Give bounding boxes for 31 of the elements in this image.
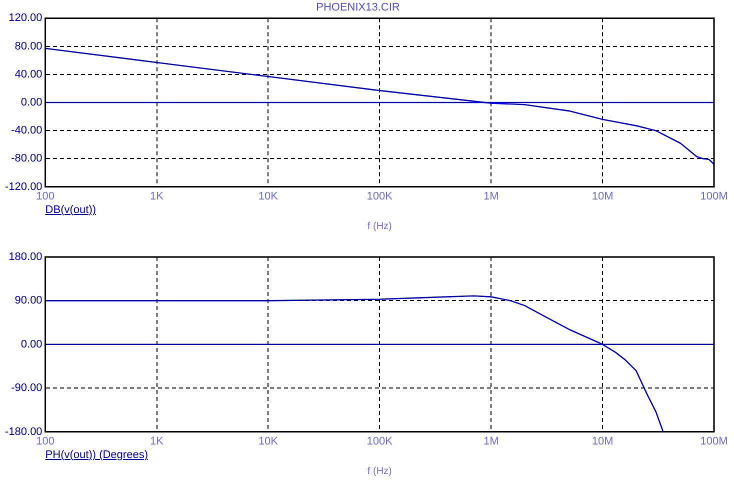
- y-tick-label: 90.00: [14, 294, 42, 307]
- y-tick-label: 120.00: [8, 12, 42, 24]
- y-tick-label: -180.00: [4, 426, 42, 438]
- x-tick-label: 1K: [150, 435, 164, 448]
- y-tick-label: -40.00: [11, 124, 42, 137]
- y-tick-label: 180.00: [8, 251, 42, 264]
- x-tick-label: 10K: [258, 190, 279, 202]
- x-tick-label: 1K: [150, 190, 164, 202]
- x-axis-title: f (Hz): [367, 466, 392, 477]
- x-axis-title: f (Hz): [367, 220, 392, 232]
- x-tick-label: 100: [36, 435, 54, 448]
- y-tick-label: -80.00: [11, 152, 42, 165]
- x-tick-label: 100M: [700, 435, 728, 448]
- x-tick-label: 10M: [592, 435, 614, 448]
- x-tick-label: 1M: [483, 435, 499, 448]
- text: PH(v(out)) (Degrees): [45, 448, 148, 461]
- y-tick-label: -90.00: [11, 382, 42, 394]
- y-tick-label: 80.00: [14, 40, 42, 52]
- x-tick-label: 100K: [366, 435, 394, 448]
- x-tick-label: 100K: [366, 190, 394, 202]
- y-tick-label: -120.00: [4, 180, 42, 193]
- x-tick-label: 1M: [483, 190, 499, 202]
- x-tick-label: 10M: [592, 190, 614, 202]
- x-tick-label: 100: [36, 190, 54, 202]
- y-tick-label: 0.00: [20, 96, 42, 109]
- x-tick-label: 10K: [258, 435, 279, 448]
- x-tick-label: 100M: [700, 190, 728, 202]
- chart-title: PHOENIX13.CIR: [316, 2, 400, 14]
- y-tick-label: 0.00: [20, 338, 42, 350]
- y-tick-label: 40.00: [14, 68, 42, 80]
- text: DB(v(out)): [45, 204, 96, 216]
